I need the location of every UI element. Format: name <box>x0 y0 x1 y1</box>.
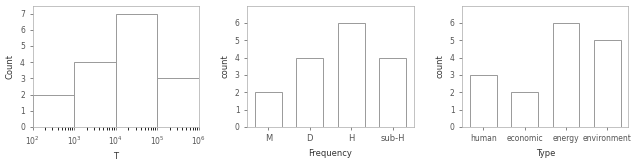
Bar <box>511 92 538 127</box>
Y-axis label: count: count <box>435 54 444 78</box>
Polygon shape <box>116 14 157 127</box>
Polygon shape <box>157 78 199 127</box>
Bar <box>338 23 365 127</box>
X-axis label: T: T <box>113 152 118 161</box>
X-axis label: Frequency: Frequency <box>308 149 353 158</box>
Bar <box>594 40 621 127</box>
Polygon shape <box>33 95 74 127</box>
X-axis label: Type: Type <box>536 149 555 158</box>
Bar <box>470 75 497 127</box>
Polygon shape <box>74 62 116 127</box>
Bar <box>380 58 406 127</box>
Bar <box>255 92 282 127</box>
Bar <box>296 58 323 127</box>
Y-axis label: count: count <box>220 54 229 78</box>
Y-axis label: Count: Count <box>6 54 15 79</box>
Bar <box>552 23 579 127</box>
